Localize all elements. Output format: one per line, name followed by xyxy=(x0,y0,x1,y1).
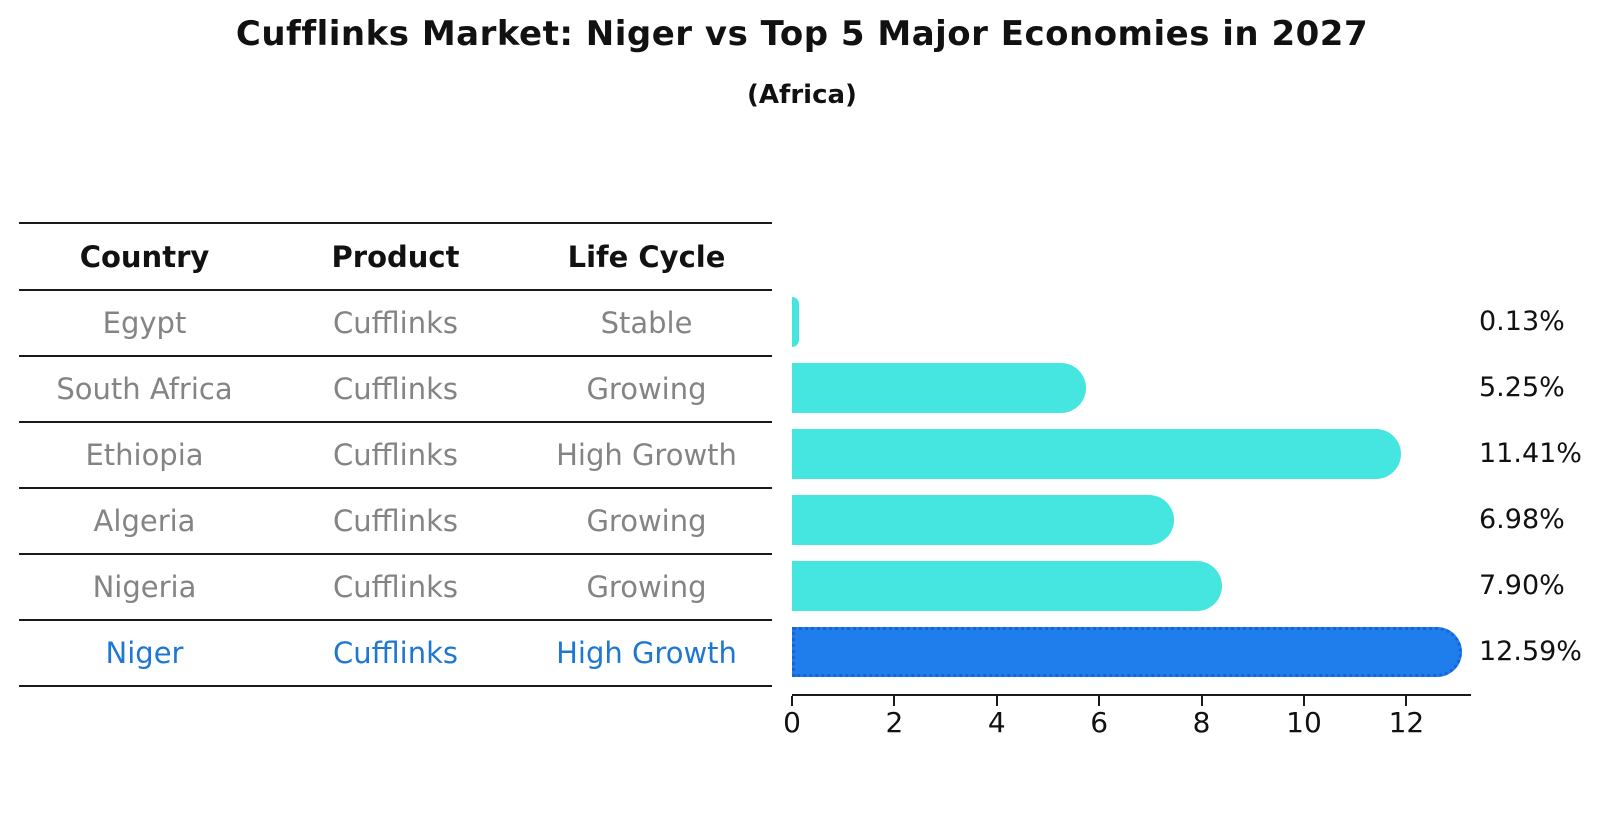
cell-product: Cufflinks xyxy=(332,504,458,538)
cell-product: Cufflinks xyxy=(332,438,458,472)
value-label: 12.59% xyxy=(1479,636,1582,667)
cell-lifecycle: High Growth xyxy=(556,438,737,472)
cell-country: South Africa xyxy=(56,372,233,406)
cell-product: Cufflinks xyxy=(332,306,458,340)
cell-product: Cufflinks xyxy=(332,636,458,670)
value-label: 7.90% xyxy=(1479,570,1565,601)
cell-country: Algeria xyxy=(93,504,196,538)
bar-algeria xyxy=(792,495,1175,545)
x-axis-tick-label: 6 xyxy=(1090,706,1109,739)
table-row: South Africa Cufflinks Growing xyxy=(19,355,772,421)
table-row: Algeria Cufflinks Growing xyxy=(19,487,772,553)
cell-product: Cufflinks xyxy=(332,372,458,406)
cell-lifecycle: Stable xyxy=(600,306,693,340)
cell-lifecycle: Growing xyxy=(586,570,707,604)
x-axis-tick-label: 12 xyxy=(1388,706,1425,739)
value-label: 5.25% xyxy=(1479,372,1565,403)
header-cell-product: Product xyxy=(331,239,460,274)
cell-lifecycle: High Growth xyxy=(556,636,737,670)
bar-ethiopia xyxy=(792,429,1402,479)
x-axis-tick xyxy=(1098,696,1101,706)
x-axis-tick-label: 0 xyxy=(783,706,801,739)
table-header-row: Country Product Life Cycle xyxy=(19,222,772,289)
x-axis-tick xyxy=(1200,696,1203,706)
cell-lifecycle: Growing xyxy=(586,504,707,538)
x-axis-tick-label: 8 xyxy=(1192,706,1211,739)
x-axis-tick xyxy=(1405,696,1408,706)
cell-country: Niger xyxy=(105,636,184,670)
bar-nigeria xyxy=(792,561,1222,611)
page-subtitle: (Africa) xyxy=(747,80,857,110)
header-cell-lifecycle: Life Cycle xyxy=(567,239,726,274)
x-axis-tick-label: 10 xyxy=(1286,706,1322,739)
bar-niger xyxy=(792,627,1462,677)
value-label: 0.13% xyxy=(1479,306,1565,337)
table-row: Nigeria Cufflinks Growing xyxy=(19,553,772,619)
table-row: Ethiopia Cufflinks High Growth xyxy=(19,421,772,487)
x-axis-tick xyxy=(893,696,896,706)
x-axis-tick-label: 2 xyxy=(885,706,904,739)
cell-lifecycle: Growing xyxy=(586,372,707,406)
table-row: Egypt Cufflinks Stable xyxy=(19,289,772,355)
bar-egypt xyxy=(792,297,799,347)
cell-product: Cufflinks xyxy=(332,570,458,604)
x-axis-tick xyxy=(791,696,793,706)
bar-south-africa xyxy=(792,363,1086,413)
cell-country: Ethiopia xyxy=(85,438,204,472)
market-table: Country Product Life Cycle Egypt Cufflink… xyxy=(19,222,772,687)
page-title: Cufflinks Market: Niger vs Top 5 Major E… xyxy=(235,14,1369,54)
cell-country: Nigeria xyxy=(92,570,197,604)
x-axis-tick-label: 4 xyxy=(987,706,1006,739)
value-label: 6.98% xyxy=(1479,504,1565,535)
x-axis-line xyxy=(792,694,1471,696)
header-cell-country: Country xyxy=(79,239,210,274)
cell-country: Egypt xyxy=(102,306,187,340)
table-row: Niger Cufflinks High Growth xyxy=(19,619,772,687)
value-label: 11.41% xyxy=(1479,438,1582,469)
x-axis-tick xyxy=(995,696,998,706)
x-axis-tick xyxy=(1303,696,1305,706)
